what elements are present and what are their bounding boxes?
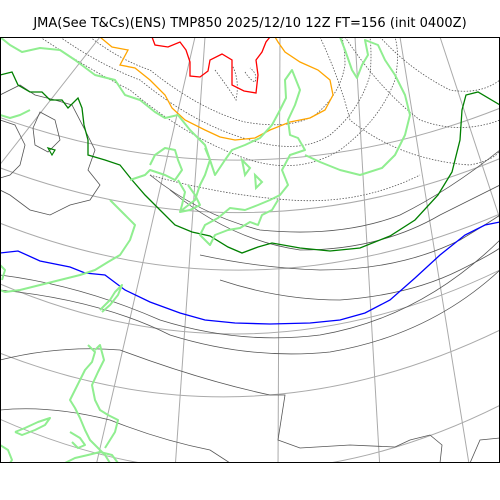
longitude-line [174,37,206,463]
isotherm [0,119,26,179]
latitude-line [0,157,500,214]
coastline [0,109,31,119]
isotherm [0,408,231,463]
latitude-line [0,329,500,398]
isotherm-dotted [89,37,346,126]
island [253,172,264,191]
longitude-line [277,37,281,463]
map-title: JMA(See T&Cs)(ENS) TMP850 2025/12/10 12Z… [33,16,467,31]
isotherm-minus30 [151,37,271,94]
coastline [69,431,86,449]
isotherm-dotted [344,37,500,128]
isotherm [469,437,500,463]
longitude-line [0,37,101,166]
isotherm [0,348,443,463]
latitude-line [0,269,500,335]
islands [240,156,264,191]
coastline [64,451,119,463]
coastline [0,199,136,293]
isotherm-minus6 [46,147,56,157]
longitude-line [96,37,196,463]
isotherms-solid [0,84,500,463]
longitude-line [399,37,470,463]
latitude-line [0,404,500,463]
coastline [0,264,6,281]
isotherm [149,149,500,233]
longitude-line [354,37,381,463]
coastline [0,444,13,463]
isotherm [169,184,500,251]
isotherm-dotted [379,37,500,92]
latitude-line [0,213,500,271]
longitude-line [439,37,500,221]
isotherm [0,239,500,339]
island [240,156,252,178]
coastline [14,417,51,436]
coastline [91,344,119,449]
latitude-line [0,107,500,161]
coastline [129,147,183,181]
isotherm-dotted [59,37,372,147]
coastline [304,37,411,176]
isotherm-minus24 [99,37,334,141]
isotherm-dotted [149,174,421,202]
isotherm [32,111,61,153]
coastlines [0,37,411,463]
coastline [69,344,111,463]
isotherm [0,84,101,216]
isotherm [219,247,500,301]
coastline [0,37,306,246]
latitude-lines [0,107,500,463]
isotherms-dotted [39,37,500,202]
coastline [99,284,123,313]
coastline [181,147,211,211]
isotherm-zero [0,221,500,325]
isotherm-minus6 [0,71,500,254]
isotherm-dotted [214,64,238,102]
isotherm-dotted [244,67,257,83]
isotherm [0,269,500,355]
weather-map [0,37,500,463]
